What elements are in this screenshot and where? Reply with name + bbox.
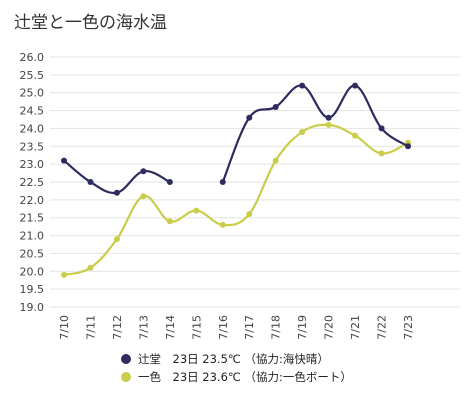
data-point[interactable]: [246, 114, 253, 121]
x-tick-label: 7/13: [137, 315, 150, 340]
data-point[interactable]: [166, 179, 173, 185]
data-point[interactable]: [272, 157, 279, 164]
data-point[interactable]: [299, 129, 306, 135]
data-point[interactable]: [113, 236, 120, 243]
data-point[interactable]: [219, 221, 226, 228]
data-point[interactable]: [113, 189, 120, 196]
y-tick-label: 22.5: [20, 176, 45, 189]
x-tick-label: 7/14: [164, 315, 177, 340]
x-tick-label: 7/19: [296, 315, 309, 340]
data-point[interactable]: [140, 193, 147, 200]
legend-label[interactable]: 辻堂 23日 23.5℃ （協力:海快晴）: [138, 352, 329, 366]
x-tick-label: 7/12: [111, 315, 124, 340]
y-tick-label: 20.5: [20, 247, 45, 260]
legend-marker[interactable]: [121, 372, 131, 382]
data-point[interactable]: [352, 82, 359, 89]
y-tick-label: 23.0: [20, 158, 45, 171]
x-tick-label: 7/17: [243, 315, 256, 340]
legend-label[interactable]: 一色 23日 23.6℃ （協力:一色ボート）: [138, 370, 352, 384]
data-point[interactable]: [272, 104, 279, 110]
x-tick-label: 7/20: [323, 315, 336, 340]
series-line: [221, 84, 409, 183]
y-tick-label: 19.5: [20, 283, 45, 296]
data-point[interactable]: [166, 218, 173, 225]
data-point[interactable]: [219, 179, 226, 185]
x-tick-label: 7/16: [217, 315, 230, 340]
data-point[interactable]: [325, 121, 332, 128]
data-point[interactable]: [87, 264, 94, 271]
x-tick-label: 7/21: [349, 315, 362, 340]
series-tsujido: [61, 82, 411, 196]
data-point[interactable]: [61, 271, 67, 278]
y-tick-label: 21.5: [20, 212, 45, 225]
data-point[interactable]: [299, 82, 306, 89]
x-tick-label: 7/22: [376, 315, 389, 340]
y-tick-label: 25.5: [20, 69, 45, 82]
x-tick-label: 7/23: [402, 315, 415, 340]
x-tick-label: 7/11: [84, 315, 97, 340]
y-tick-label: 26.0: [20, 51, 45, 64]
x-tick-label: 7/15: [190, 315, 203, 340]
data-point[interactable]: [378, 125, 385, 132]
series-line: [63, 159, 171, 195]
y-tick-label: 25.0: [20, 87, 45, 100]
data-point[interactable]: [87, 179, 94, 185]
legend-marker[interactable]: [121, 354, 131, 364]
data-point[interactable]: [325, 114, 332, 121]
data-point[interactable]: [193, 207, 200, 214]
y-tick-label: 21.0: [20, 230, 45, 243]
data-point[interactable]: [405, 143, 411, 150]
data-point[interactable]: [61, 157, 67, 164]
x-tick-label: 7/10: [58, 315, 71, 340]
data-point[interactable]: [140, 168, 147, 175]
y-tick-label: 20.0: [20, 265, 45, 278]
chart-title: 辻堂と一色の海水温: [14, 13, 167, 33]
y-tick-label: 19.0: [20, 301, 45, 314]
y-tick-label: 24.5: [20, 105, 45, 118]
x-tick-label: 7/18: [270, 315, 283, 340]
y-tick-label: 23.5: [20, 140, 45, 153]
y-tick-label: 22.0: [20, 194, 45, 207]
y-tick-label: 24.0: [20, 122, 45, 135]
data-point[interactable]: [246, 211, 253, 218]
data-point[interactable]: [378, 150, 385, 157]
data-point[interactable]: [352, 132, 359, 139]
